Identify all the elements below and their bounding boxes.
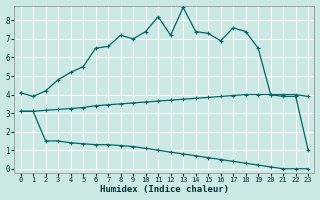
X-axis label: Humidex (Indice chaleur): Humidex (Indice chaleur) <box>100 185 229 194</box>
